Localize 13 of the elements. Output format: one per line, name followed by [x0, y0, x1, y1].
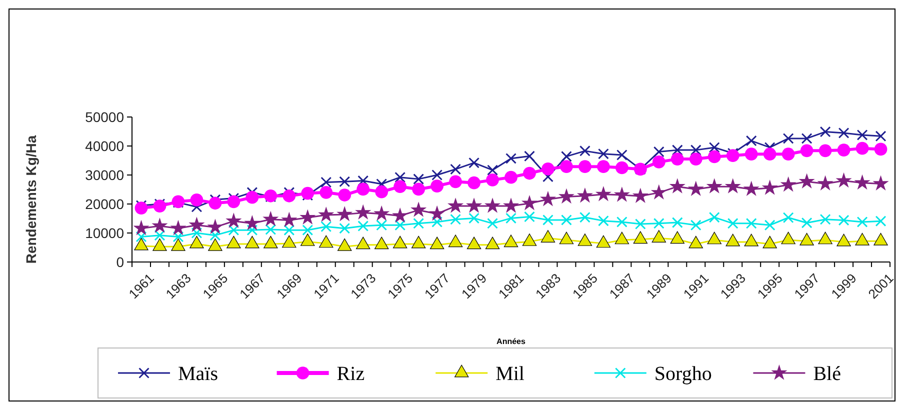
y-tick-label: 40000: [85, 138, 124, 154]
legend-label: Mil: [496, 363, 525, 385]
legend-label: Blé: [813, 363, 842, 385]
legend-label: Sorgho: [654, 363, 712, 385]
y-tick-label: 20000: [85, 196, 124, 212]
y-tick-label: 10000: [85, 224, 124, 241]
legend-label: Riz: [336, 363, 365, 385]
legend-label: Maïs: [178, 363, 218, 385]
y-tick-label: 30000: [85, 166, 124, 183]
y-axis-title: Rendements Kg/Ha: [23, 135, 39, 264]
x-axis-title: Années: [496, 337, 526, 346]
y-tick-label: 50000: [85, 108, 124, 125]
y-tick-label: 0: [116, 254, 124, 270]
